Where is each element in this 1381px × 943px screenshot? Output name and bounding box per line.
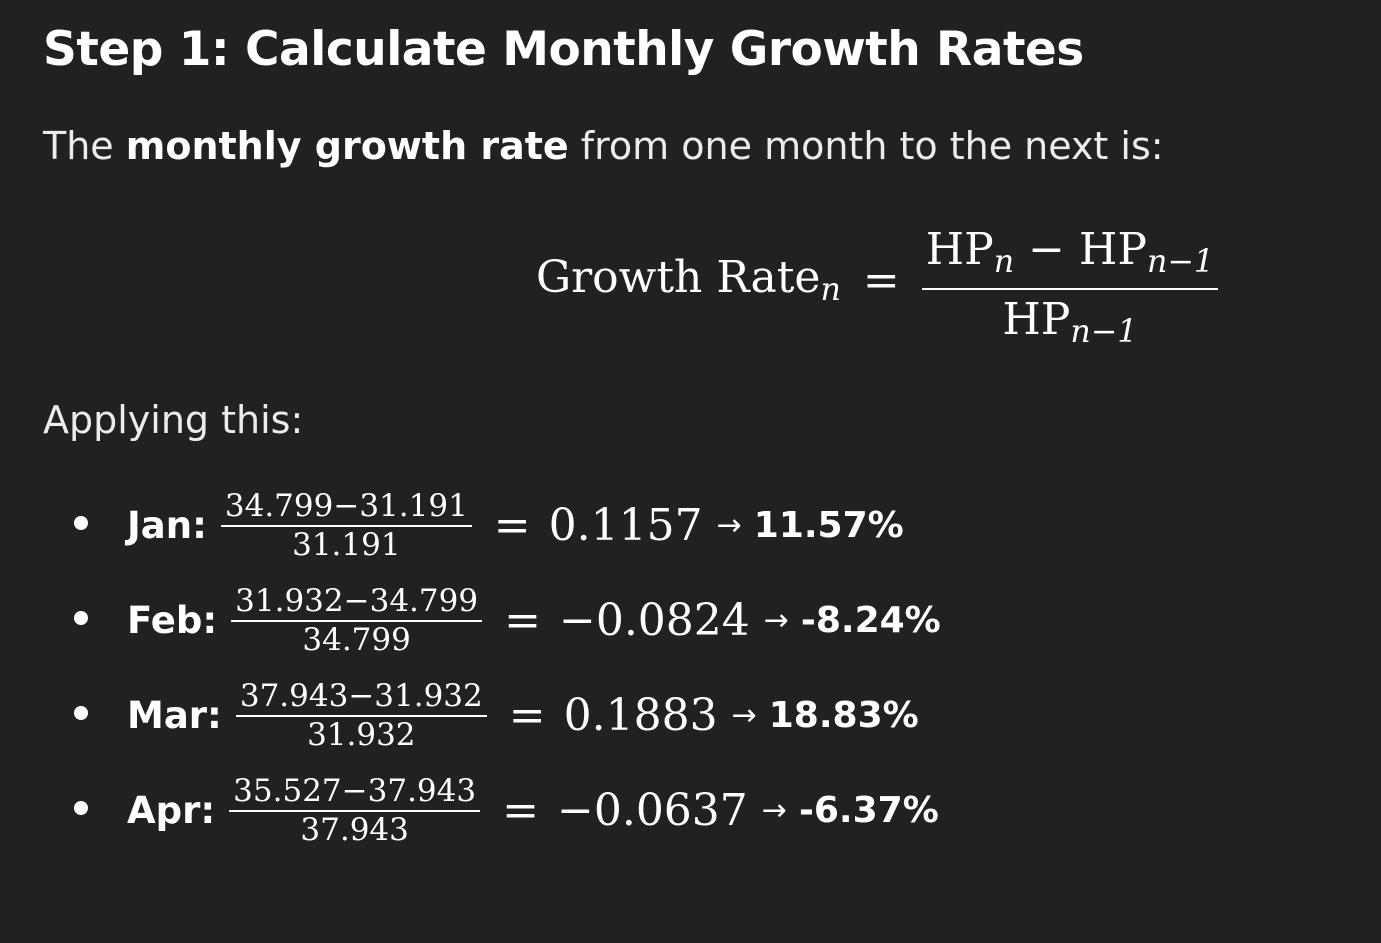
applying-text: Applying this: (43, 398, 304, 442)
right-arrow-icon: → (716, 508, 742, 543)
month-label: Apr: (127, 789, 216, 832)
calc-denominator: 37.943 (300, 812, 409, 848)
bullet-icon (74, 801, 88, 815)
list-item: Apr: 35.527−37.943 37.943 = −0.0637 → -6… (43, 763, 941, 858)
percent-value: -8.24% (800, 600, 941, 641)
month-label: Feb: (127, 599, 218, 642)
calc-result: 0.1883 (563, 690, 718, 741)
calc-equals: = (508, 690, 546, 741)
calc-numerator: 34.799−31.191 (224, 488, 468, 524)
list-item: Jan: 34.799−31.191 31.191 = 0.1157 → 11.… (43, 478, 941, 573)
page-title: Step 1: Calculate Monthly Growth Rates (43, 22, 1084, 77)
calc-numerator: 35.527−37.943 (233, 773, 477, 809)
formula-fraction: HPn − HPn−1 HPn−1 (921, 224, 1219, 350)
list-item: Feb: 31.932−34.799 34.799 = −0.0824 → -8… (43, 573, 941, 668)
intro-text-before: The (43, 124, 126, 168)
formula-fraction-bar (921, 288, 1219, 290)
growth-rate-formula: Growth Raten = HPn − HPn−1 HPn−1 (536, 210, 1219, 350)
calc-fraction-bar (235, 715, 487, 717)
calc-denominator: 34.799 (302, 622, 411, 658)
month-label: Jan: (127, 504, 207, 547)
calc-denominator: 31.191 (292, 527, 401, 563)
calc-fraction: 34.799−31.191 31.191 (220, 488, 472, 563)
formula-denominator: HPn−1 (1002, 294, 1138, 350)
calc-fraction: 31.932−34.799 34.799 (231, 583, 483, 658)
month-label: Mar: (127, 694, 222, 737)
calc-numerator: 37.943−31.932 (239, 678, 483, 714)
calc-result: 0.1157 (548, 500, 703, 551)
intro-text-after: from one month to the next is: (568, 124, 1164, 168)
formula-lhs: Growth Raten (536, 252, 841, 308)
formula-equals: = (862, 254, 900, 306)
percent-value: -6.37% (798, 790, 939, 831)
calc-equals: = (502, 785, 539, 836)
percent-value: 18.83% (768, 695, 919, 736)
calc-fraction: 35.527−37.943 37.943 (229, 773, 481, 848)
calc-fraction-bar (220, 525, 472, 527)
intro-paragraph: The monthly growth rate from one month t… (43, 124, 1164, 168)
bullet-icon (74, 611, 88, 625)
monthly-calculations-list: Jan: 34.799−31.191 31.191 = 0.1157 → 11.… (43, 478, 941, 858)
calc-equals: = (493, 500, 531, 551)
calc-numerator: 31.932−34.799 (235, 583, 479, 619)
right-arrow-icon: → (761, 793, 787, 828)
calc-fraction: 37.943−31.932 31.932 (235, 678, 487, 753)
right-arrow-icon: → (731, 698, 757, 733)
calc-result: −0.0824 (558, 595, 750, 646)
intro-bold-term: monthly growth rate (125, 124, 569, 168)
calc-denominator: 31.932 (307, 717, 416, 753)
calc-fraction-bar (229, 810, 481, 812)
list-item: Mar: 37.943−31.932 31.932 = 0.1883 → 18.… (43, 668, 941, 763)
formula-lhs-subscript: n (820, 271, 841, 308)
percent-value: 11.57% (753, 505, 904, 546)
calc-result: −0.0637 (556, 785, 748, 836)
formula-numerator: HPn − HPn−1 (925, 224, 1215, 280)
right-arrow-icon: → (763, 603, 789, 638)
bullet-icon (74, 516, 88, 530)
calc-equals: = (504, 595, 541, 646)
bullet-icon (74, 706, 88, 720)
calc-fraction-bar (231, 620, 483, 622)
